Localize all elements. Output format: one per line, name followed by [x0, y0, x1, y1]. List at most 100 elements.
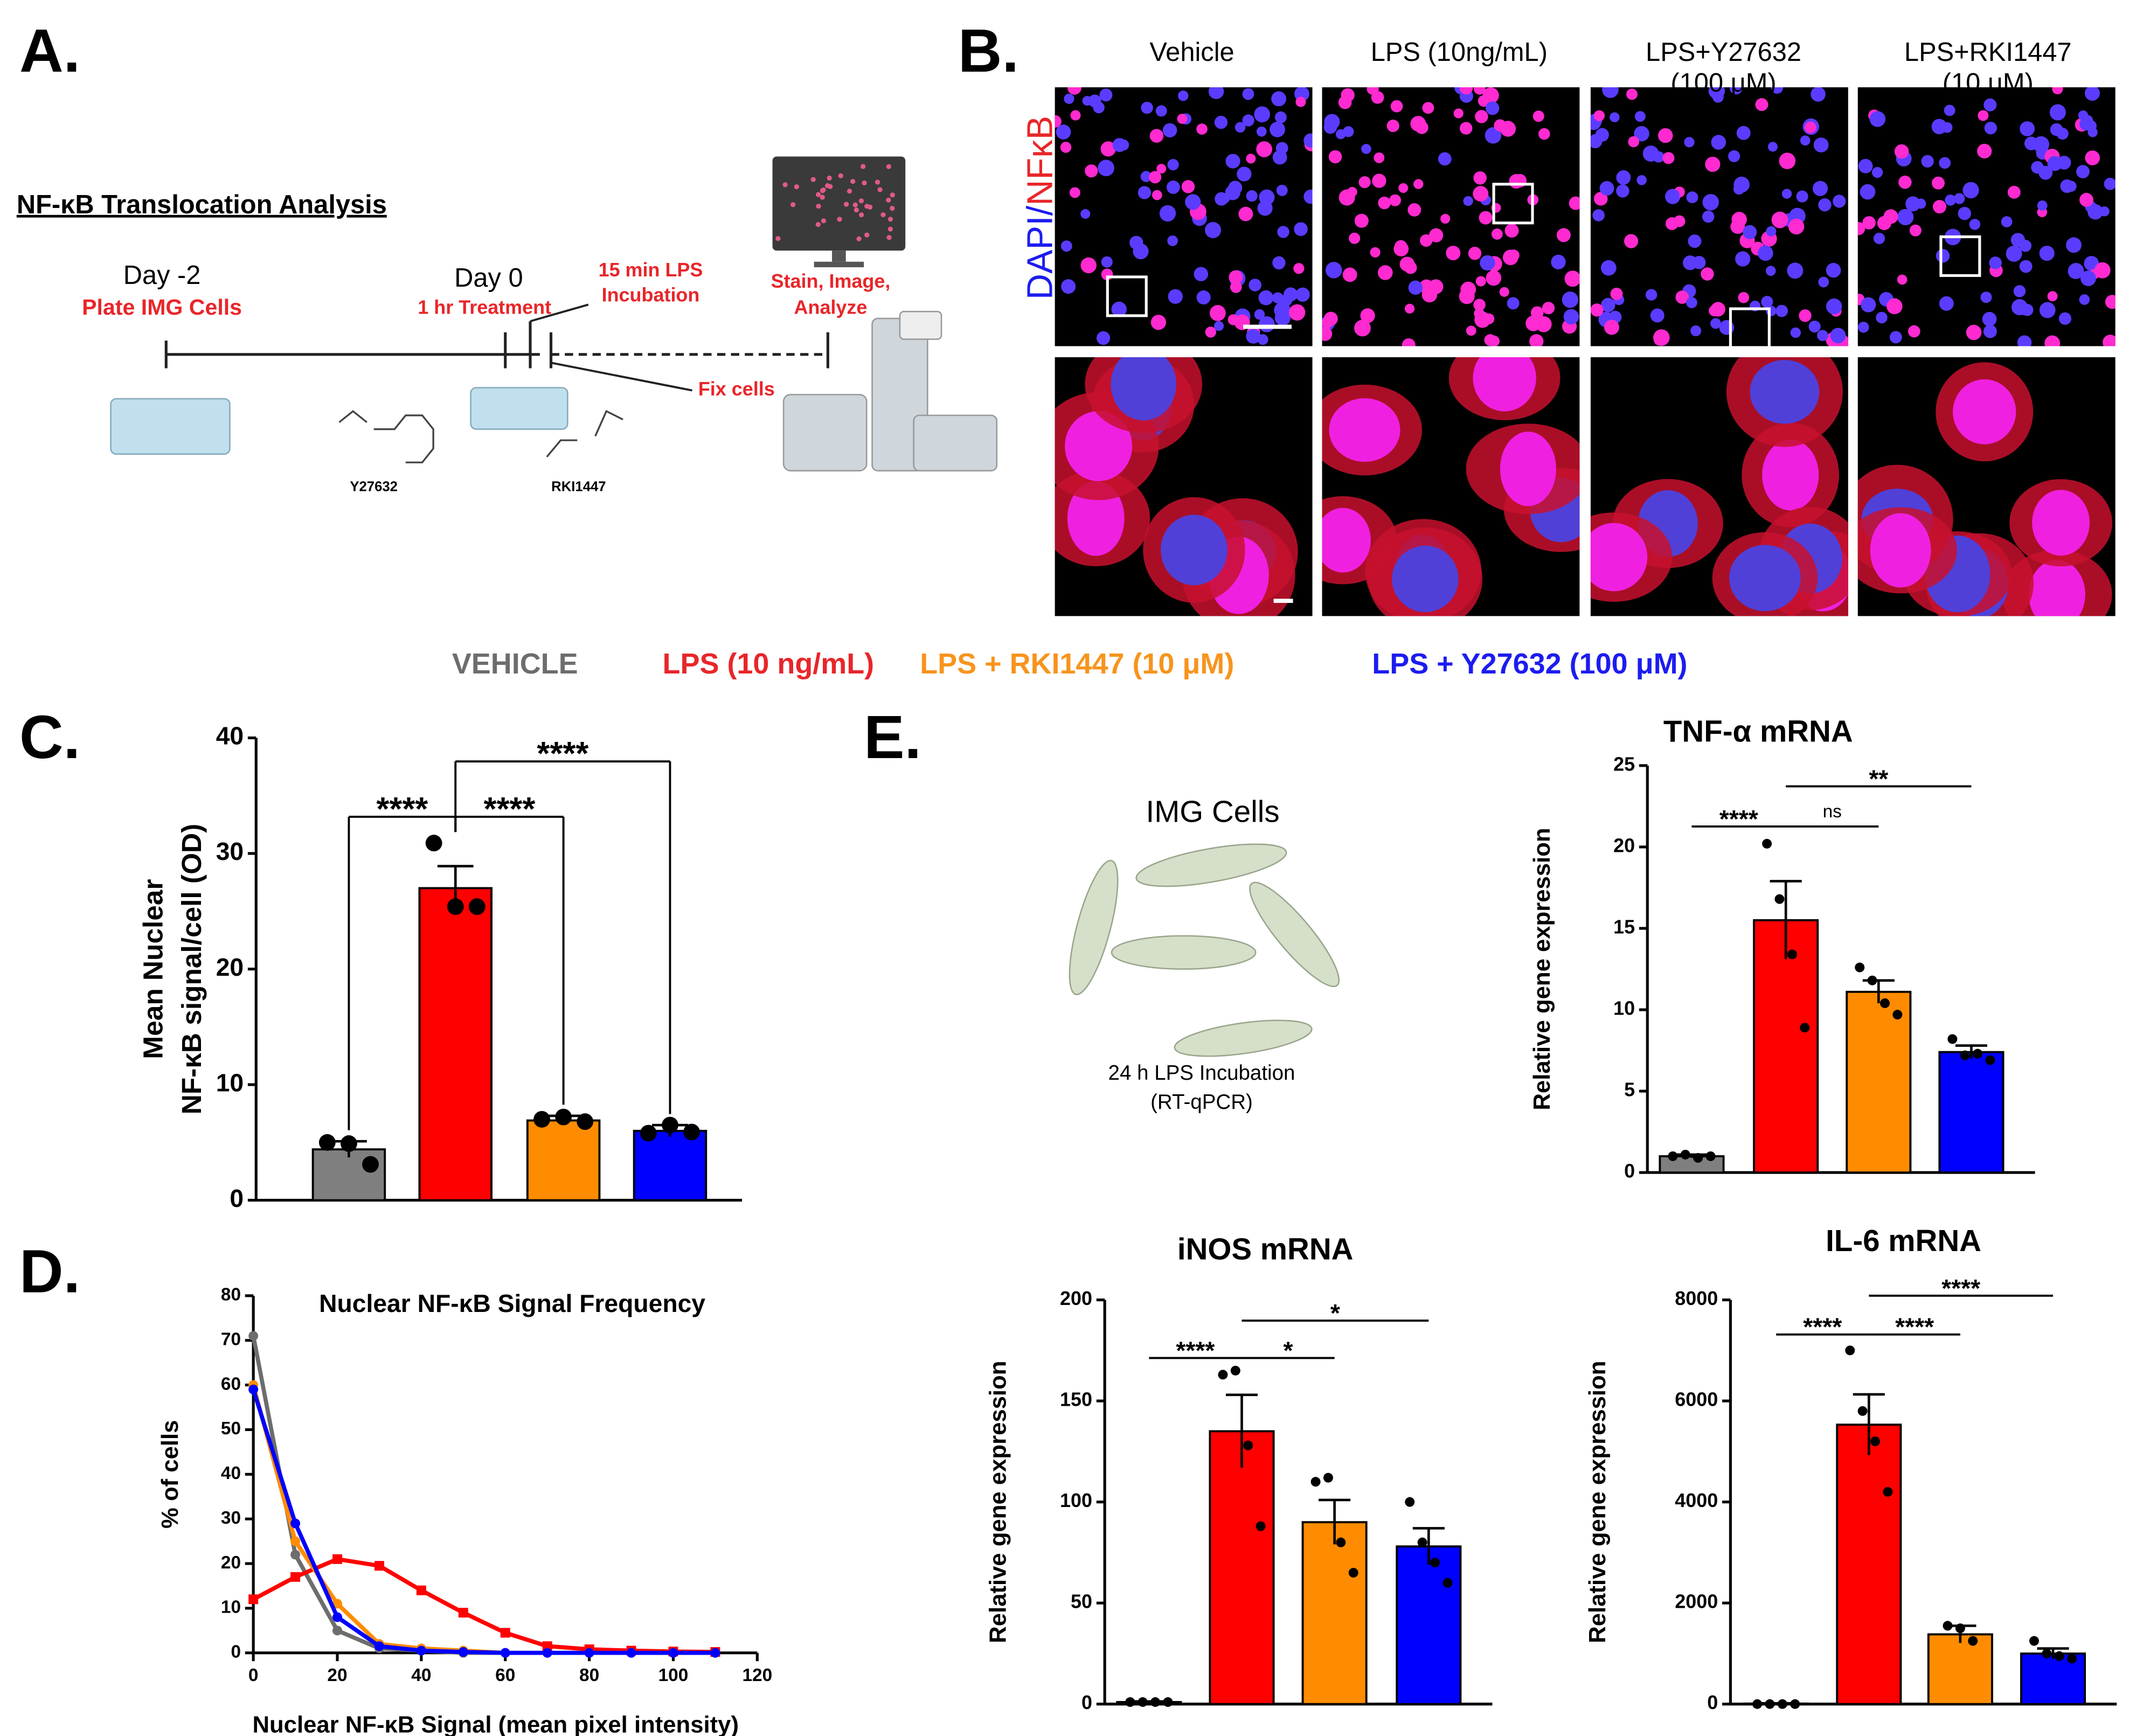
data-point	[2067, 1654, 2077, 1664]
diagram-title: NF-κB Translocation Analysis	[17, 190, 387, 219]
y-tick-label: 40	[216, 722, 244, 750]
stain-label: DAPI/NFκB	[1020, 116, 1060, 300]
nucleus	[1776, 304, 1788, 317]
nucleus	[1329, 398, 1400, 462]
nucleus	[2047, 156, 2063, 171]
nucleus	[1280, 294, 1293, 307]
nucleus	[1152, 190, 1162, 200]
legend-entry: LPS (10 ng/mL)	[663, 648, 875, 680]
monitor-dot	[816, 204, 821, 209]
data-point	[555, 1108, 572, 1126]
nucleus	[1908, 325, 1920, 338]
nucleus	[1634, 111, 1646, 122]
micrograph-content	[1322, 357, 1580, 616]
data-point	[1430, 1558, 1440, 1568]
x-tick-label: 0	[248, 1665, 259, 1685]
nucleus	[1100, 141, 1116, 157]
nucleus	[1781, 189, 1792, 199]
monitor-dot	[890, 206, 895, 211]
nucleus	[1790, 327, 1801, 338]
nucleus	[1213, 321, 1224, 331]
nucleus	[2079, 192, 2093, 207]
nucleus	[1590, 523, 1648, 592]
nucleus	[2087, 127, 2098, 137]
nucleus	[1682, 255, 1698, 270]
nucleus	[1529, 334, 1544, 346]
nucleus	[1177, 114, 1188, 124]
data-point	[1310, 1477, 1321, 1487]
nucleus	[1271, 91, 1287, 107]
data-point	[447, 898, 464, 915]
nucleus	[1701, 267, 1714, 281]
nucleus	[1408, 280, 1423, 295]
significance-label: ****	[376, 790, 428, 828]
inset-title: IMG Cells	[1146, 795, 1280, 829]
nucleus	[1453, 108, 1464, 119]
nucleus	[1413, 179, 1424, 189]
nucleus	[1869, 111, 1886, 127]
nucleus	[1862, 216, 1876, 230]
nucleus	[1402, 338, 1416, 346]
data-point	[1138, 1697, 1148, 1707]
nucleus	[1303, 189, 1313, 204]
nucleus	[1750, 360, 1820, 424]
nucleus	[1274, 302, 1291, 319]
nucleus	[1616, 184, 1629, 198]
nucleus	[1604, 320, 1619, 335]
y-tick-label: 0	[1081, 1691, 1092, 1713]
nucleus	[1771, 211, 1788, 228]
step-label: Analyze	[794, 296, 868, 318]
data-point	[1163, 1697, 1173, 1707]
nucleus	[2079, 294, 2090, 305]
nucleus	[1980, 291, 1992, 303]
step-label: Day 0	[454, 263, 523, 293]
nucleus	[1857, 222, 1865, 235]
nucleus	[1483, 313, 1495, 324]
data-point	[341, 1135, 357, 1152]
step-label: Plate IMG Cells	[82, 295, 242, 320]
nucleus	[1392, 545, 1459, 613]
data-point	[1777, 1699, 1787, 1709]
nucleus	[1459, 122, 1473, 135]
marker	[332, 1626, 343, 1636]
nucleus	[1941, 122, 1953, 133]
nucleus	[1246, 190, 1258, 202]
nucleus	[1328, 150, 1342, 164]
nucleus	[1962, 182, 1979, 199]
monitor-dot	[890, 192, 895, 198]
nucleus	[1688, 234, 1702, 248]
monitor-dot	[782, 182, 788, 188]
cell	[1069, 859, 1119, 996]
nucleus	[1140, 171, 1152, 182]
monitor-dot	[838, 173, 843, 178]
nucleus	[2047, 291, 2058, 302]
y-tick-label: 0	[1624, 1160, 1635, 1182]
nucleus	[1735, 251, 1751, 267]
monitor-dot	[886, 235, 892, 240]
plate	[110, 398, 231, 455]
data-point	[1800, 1023, 1810, 1033]
data-point	[468, 898, 486, 915]
nucleus	[1788, 218, 1805, 235]
nucleus	[1242, 88, 1254, 100]
data-point	[1955, 1623, 1965, 1634]
nucleus	[2001, 216, 2013, 227]
stain-dapi: DAPI/	[1020, 205, 1060, 300]
y-tick-label: 6000	[1675, 1388, 1718, 1411]
nucleus	[1235, 122, 1246, 133]
nucleus	[1156, 164, 1167, 174]
nucleus	[1932, 176, 1945, 190]
nucleus	[2024, 136, 2038, 150]
series-line	[251, 1388, 716, 1655]
nucleus	[1463, 196, 1473, 206]
micrograph-content	[1590, 87, 1848, 346]
nucleus	[1390, 100, 1403, 113]
data-point	[1845, 1345, 1855, 1356]
data-point	[1947, 1034, 1958, 1044]
nucleus	[1230, 281, 1242, 293]
nucleus	[1438, 152, 1452, 166]
monitor-dot	[815, 222, 821, 227]
micrograph-content	[1055, 357, 1298, 616]
data-point	[1680, 1149, 1690, 1159]
significance-label: ****	[483, 790, 535, 828]
